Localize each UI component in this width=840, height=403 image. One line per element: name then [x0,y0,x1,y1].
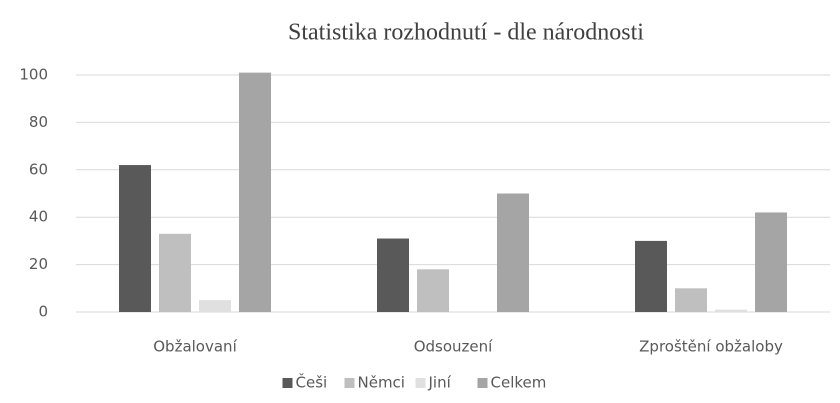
legend-label: Celkem [491,374,547,392]
legend-label: Jiní [428,374,452,392]
y-tick-label: 20 [29,255,48,273]
legend-label: Češi [296,373,328,392]
legend-swatch [477,378,488,388]
x-tick-label: Zproštění obžaloby [639,338,783,356]
bar [239,72,271,312]
y-tick-label: 0 [38,303,48,321]
legend-label: Němci [358,374,405,392]
y-tick-label: 80 [29,113,48,131]
y-tick-label: 100 [19,66,48,84]
bar [377,238,409,312]
bar [715,309,747,312]
bar [635,240,667,312]
bar [497,193,529,312]
legend-swatch [344,378,355,388]
bar [199,300,231,312]
bar [159,233,191,312]
chart-title: Statistika rozhodnutí - dle národnosti [288,20,644,46]
x-tick-label: Odsouzení [414,338,493,356]
bar [417,269,449,312]
x-tick-label: Obžalovaní [153,338,237,356]
y-tick-label: 40 [29,208,48,226]
bar [675,288,707,312]
bar [755,212,787,312]
y-tick-label: 60 [29,160,48,178]
bar [119,165,151,312]
legend-swatch [415,378,426,388]
legend-swatch [282,378,293,388]
